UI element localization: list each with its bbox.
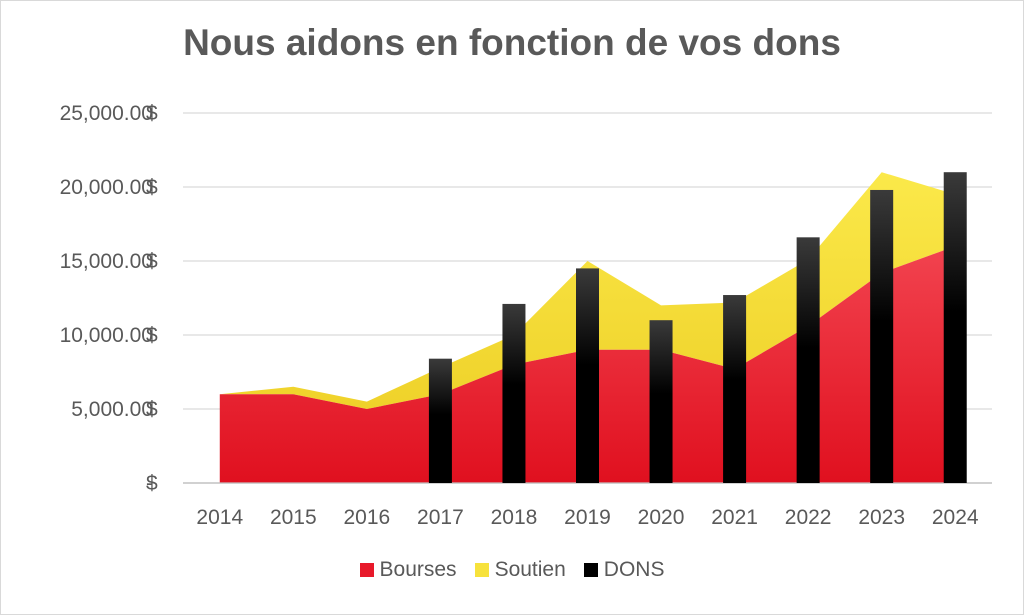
bar-dons-2023	[870, 189, 894, 483]
y-tick-currency: $	[146, 324, 158, 347]
y-tick-currency: $	[146, 176, 158, 199]
y-tick-currency: $	[146, 250, 158, 273]
x-tick-label: 2016	[344, 506, 391, 529]
legend-swatch-dons	[583, 563, 598, 577]
x-tick-label: 2023	[858, 506, 905, 529]
bar-dons-2019	[576, 268, 599, 483]
bar-dons-2022	[796, 237, 820, 483]
y-tick-label: 15,000.00	[60, 250, 153, 273]
x-tick-label: 2020	[638, 506, 685, 529]
legend-item-soutien[interactable]: Soutien	[474, 558, 566, 582]
bar-series	[428, 172, 967, 483]
x-tick-label: 2021	[711, 506, 758, 529]
x-tick-label: 2024	[932, 506, 979, 529]
legend-item-dons[interactable]: DONS	[583, 558, 665, 582]
legend-label-bourses: Bourses	[379, 558, 457, 581]
bar-dons-2021	[723, 295, 747, 483]
y-tick-currency: $	[146, 472, 158, 495]
y-tick-label: 25,000.00	[60, 102, 153, 125]
bar-dons-2020	[649, 320, 673, 483]
y-axis-ticks: -$5,000.00$10,000.00$15,000.00$20,000.00…	[60, 102, 158, 495]
y-tick-label: 20,000.00	[60, 176, 153, 199]
x-tick-label: 2018	[491, 506, 538, 529]
x-axis-ticks: 2014 2015 2016 2017 2018 2019 2020 2021 2022 2023…	[196, 506, 978, 529]
legend: Bourses Soutien DONS	[0, 558, 1024, 582]
legend-item-bourses[interactable]: Bourses	[359, 558, 457, 582]
legend-label-soutien: Soutien	[494, 558, 566, 581]
legend-swatch-bourses	[359, 563, 374, 577]
x-tick-label: 2022	[785, 506, 832, 529]
y-tick-label: 5,000.00	[71, 398, 153, 421]
y-tick-label: 10,000.00	[60, 324, 153, 347]
x-tick-label: 2015	[270, 506, 317, 529]
x-tick-label: 2017	[417, 506, 464, 529]
x-tick-label: 2019	[564, 506, 611, 529]
bar-dons-2017	[428, 358, 452, 483]
y-tick-currency: $	[146, 102, 158, 125]
legend-swatch-soutien	[474, 563, 489, 577]
chart-title: Nous aidons en fonction de vos dons	[183, 22, 841, 63]
bar-dons-2018	[502, 303, 526, 483]
x-tick-label: 2014	[196, 506, 243, 529]
legend-label-dons: DONS	[603, 558, 665, 581]
y-tick-currency: $	[146, 398, 158, 421]
y-tick-label: -	[146, 472, 153, 495]
bar-dons-2024	[943, 172, 967, 483]
